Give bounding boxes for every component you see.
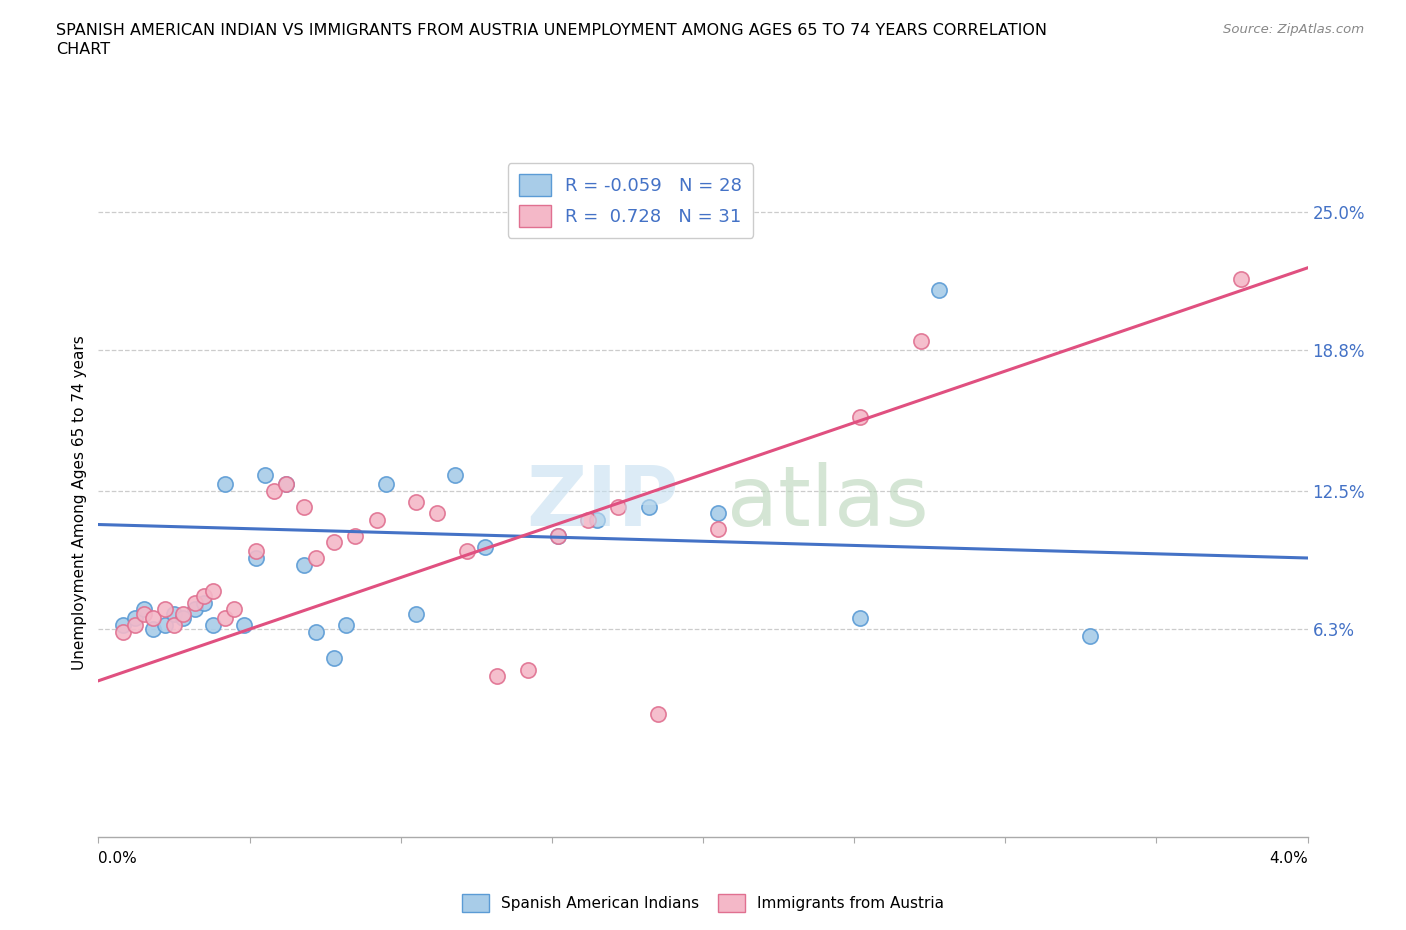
Point [214, 611, 236, 626]
Text: SPANISH AMERICAN INDIAN VS IMMIGRANTS FROM AUSTRIA UNEMPLOYMENT AMONG AGES 65 TO: SPANISH AMERICAN INDIAN VS IMMIGRANTS FR… [56, 23, 1047, 38]
Point [172, 611, 194, 626]
Point [516, 662, 538, 677]
Point [202, 584, 225, 599]
Text: atlas: atlas [727, 461, 929, 543]
Point [172, 606, 194, 621]
Point [163, 606, 186, 621]
Point [163, 618, 186, 632]
Point [456, 544, 478, 559]
Point [405, 606, 427, 621]
Point [224, 602, 246, 617]
Point [202, 618, 225, 632]
Point [586, 512, 609, 527]
Point [232, 618, 254, 632]
Point [214, 477, 236, 492]
Point [253, 468, 276, 483]
Point [111, 624, 134, 639]
Point [444, 468, 467, 483]
Text: 0.0%: 0.0% [98, 851, 138, 866]
Point [707, 506, 730, 521]
Point [124, 611, 146, 626]
Point [193, 589, 215, 604]
Legend: Spanish American Indians, Immigrants from Austria: Spanish American Indians, Immigrants fro… [456, 888, 950, 918]
Point [344, 528, 367, 543]
Point [292, 499, 315, 514]
Point [910, 334, 932, 349]
Point [274, 477, 297, 492]
Legend: R = -0.059   N = 28, R =  0.728   N = 31: R = -0.059 N = 28, R = 0.728 N = 31 [508, 163, 754, 238]
Point [426, 506, 449, 521]
Point [1230, 272, 1253, 286]
Point [374, 477, 396, 492]
Point [607, 499, 630, 514]
Point [366, 512, 388, 527]
Point [849, 611, 872, 626]
Point [1078, 629, 1101, 644]
Text: 4.0%: 4.0% [1268, 851, 1308, 866]
Text: ZIP: ZIP [526, 461, 679, 543]
Point [263, 484, 285, 498]
Point [486, 669, 509, 684]
Text: Source: ZipAtlas.com: Source: ZipAtlas.com [1223, 23, 1364, 36]
Point [323, 651, 346, 666]
Point [184, 602, 207, 617]
Point [111, 618, 134, 632]
Point [323, 535, 346, 550]
Point [153, 618, 176, 632]
Point [245, 551, 267, 565]
Point [647, 707, 669, 722]
Point [142, 611, 165, 626]
Point [274, 477, 297, 492]
Point [849, 410, 872, 425]
Point [245, 544, 267, 559]
Point [184, 595, 207, 610]
Point [474, 539, 496, 554]
Point [576, 512, 599, 527]
Point [335, 618, 357, 632]
Point [132, 602, 155, 617]
Point [547, 528, 569, 543]
Point [153, 602, 176, 617]
Text: CHART: CHART [56, 42, 110, 57]
Point [547, 528, 569, 543]
Point [928, 283, 950, 298]
Point [707, 522, 730, 537]
Point [124, 618, 146, 632]
Point [142, 622, 165, 637]
Point [305, 551, 328, 565]
Point [132, 606, 155, 621]
Y-axis label: Unemployment Among Ages 65 to 74 years: Unemployment Among Ages 65 to 74 years [72, 335, 87, 670]
Point [292, 557, 315, 572]
Point [405, 495, 427, 510]
Point [193, 595, 215, 610]
Point [637, 499, 659, 514]
Point [305, 624, 328, 639]
